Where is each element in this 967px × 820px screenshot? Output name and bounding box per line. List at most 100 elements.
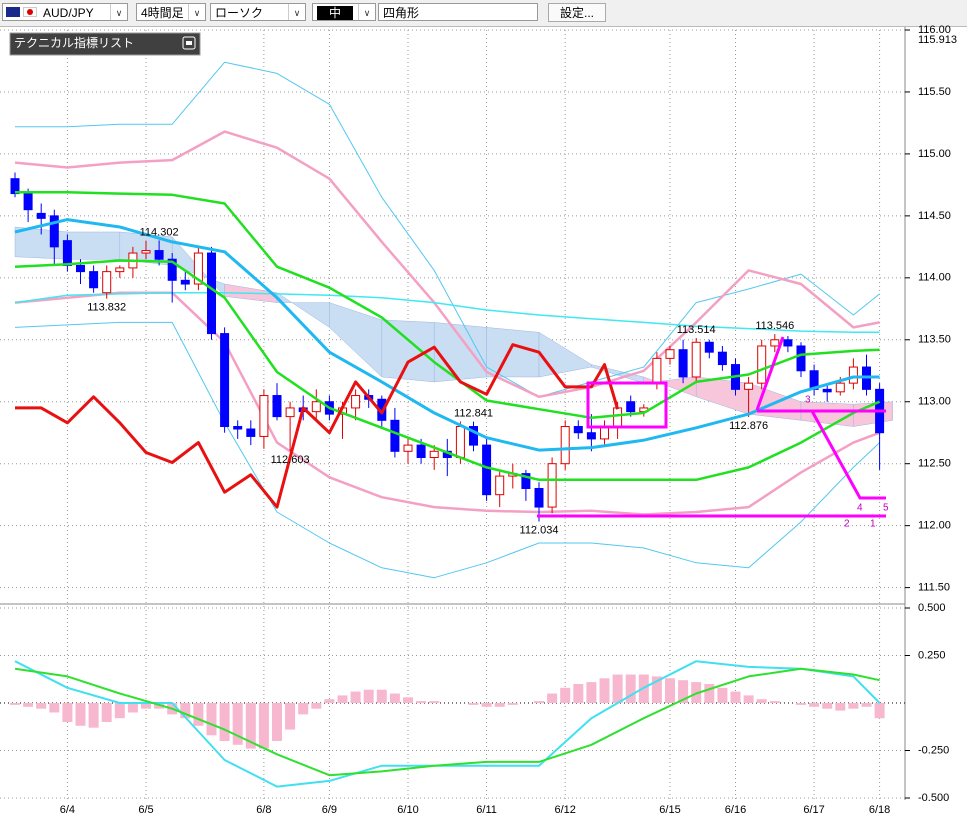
histogram-bar <box>206 703 217 736</box>
histogram-bar <box>389 693 400 703</box>
candle-body <box>678 349 688 378</box>
x-tick-label: 6/16 <box>725 804 746 816</box>
histogram-bar <box>258 703 269 749</box>
size: 中 <box>317 6 354 20</box>
indicator-line <box>14 130 880 399</box>
candle-body <box>259 395 269 437</box>
y-tick-label: 115.50 <box>918 86 951 98</box>
price-annotation: 113.514 <box>677 324 716 336</box>
histogram-bar <box>717 687 728 703</box>
indicator-panel-title: テクニカル指標リスト <box>14 35 134 50</box>
candle-body <box>783 339 793 347</box>
indicator-panel[interactable] <box>9 32 201 56</box>
y-tick-label: 114.50 <box>918 210 951 222</box>
candle-body <box>193 252 203 285</box>
histogram-bar <box>337 695 348 703</box>
y-tick-label: -0.250 <box>918 744 949 756</box>
candle-body <box>770 339 780 347</box>
x-tick-label: 6/4 <box>60 804 75 816</box>
histogram-bar <box>193 703 204 726</box>
histogram-bar <box>363 689 374 703</box>
histogram-bar <box>49 703 60 713</box>
size-select[interactable]: 中 ∨ <box>312 3 376 21</box>
histogram-bar <box>285 703 296 730</box>
candle-body <box>403 444 413 452</box>
x-tick-label: 6/9 <box>322 804 337 816</box>
flag-au <box>6 7 20 17</box>
histogram-bar <box>756 699 767 703</box>
candle-body <box>744 382 754 390</box>
drawing-tool[interactable]: 四角形 <box>378 3 538 21</box>
histogram-bar <box>245 703 256 749</box>
histogram-bar <box>507 703 518 705</box>
histogram-bar <box>36 703 47 709</box>
candle-body <box>848 366 858 384</box>
y-tick-label: 112.00 <box>918 520 951 532</box>
candle-body <box>36 212 46 219</box>
histogram-bar <box>429 701 440 703</box>
candle-body <box>141 250 151 254</box>
candle-body <box>717 351 727 366</box>
candle-body <box>822 388 832 393</box>
candle-body <box>233 426 243 430</box>
cloud <box>486 327 540 378</box>
indicator-line <box>14 667 880 777</box>
candle-body <box>547 463 557 508</box>
drawing-label: 1 <box>870 519 876 530</box>
histogram-bar <box>114 703 125 719</box>
x-tick-label: 6/15 <box>659 804 680 816</box>
candle-body <box>285 407 295 418</box>
candle-body <box>704 341 714 353</box>
candle-body <box>207 252 216 335</box>
histogram-bar <box>468 703 479 705</box>
panel-toggle-icon <box>186 41 192 45</box>
last-price-label: 115.913 <box>918 34 957 46</box>
candle-body <box>796 345 806 372</box>
candle-body <box>180 279 190 285</box>
histogram-bar <box>376 689 387 703</box>
symbol-select[interactable]: AUD/JPY ∨ <box>2 3 128 21</box>
y-tick-label: 113.00 <box>918 396 951 408</box>
histogram-bar <box>62 703 73 722</box>
price-annotation: 113.546 <box>755 320 794 332</box>
candle-body <box>115 267 125 273</box>
settings-button[interactable]: 設定... <box>548 3 606 22</box>
candle-body <box>416 444 426 459</box>
cloud <box>67 231 121 260</box>
dropdown-arrow: ∨ <box>288 4 305 20</box>
indicator-line <box>14 660 881 788</box>
histogram-bar <box>874 703 885 719</box>
x-tick-label: 6/8 <box>256 804 271 816</box>
candle-body <box>613 407 623 428</box>
price-annotation: 112.876 <box>729 420 768 432</box>
histogram-bar <box>23 703 34 707</box>
drawing-label: 4 <box>857 503 863 514</box>
candle-body <box>10 178 20 195</box>
histogram-bar <box>403 697 413 703</box>
y-tick-label: 116.00 <box>918 24 951 36</box>
histogram-bar <box>560 687 571 703</box>
timeframe-select[interactable]: 4時間足 ∨ <box>136 3 206 21</box>
indicator-line <box>15 343 620 509</box>
candle-body <box>23 193 33 211</box>
indicator-line <box>14 259 881 482</box>
y-tick-label: 0.250 <box>918 649 946 661</box>
y-tick-label: 115.00 <box>918 148 951 160</box>
candle-body <box>455 426 465 458</box>
histogram-bar <box>534 701 544 703</box>
histogram-bar <box>573 684 584 703</box>
histogram-bar <box>141 703 151 709</box>
style-select[interactable]: ローソク ∨ <box>210 3 306 21</box>
histogram-bar <box>350 691 361 703</box>
candle-body <box>835 382 845 393</box>
candle-body <box>482 444 492 496</box>
candle-body <box>691 341 701 378</box>
panel-toggle[interactable] <box>182 36 196 50</box>
histogram-bar <box>232 703 243 745</box>
symbol: AUD/JPY <box>43 6 94 20</box>
drawn-line <box>810 410 886 500</box>
histogram-bar <box>743 695 754 703</box>
candle-body <box>495 475 505 496</box>
